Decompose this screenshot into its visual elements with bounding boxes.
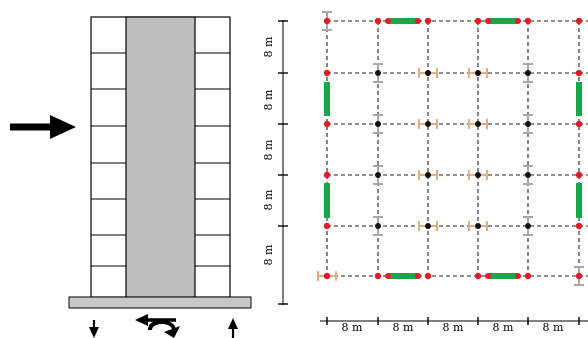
shear-walls (324, 18, 582, 279)
dim-label-x-5: 8 m (543, 321, 564, 334)
column-node-3 (424, 17, 432, 25)
gravity-node-22 (475, 172, 481, 178)
arrow-right-icon (10, 115, 76, 139)
column-node-6 (575, 17, 583, 25)
gravity-node-23 (525, 172, 531, 178)
column-node-1 (323, 17, 331, 25)
gravity-node-17 (525, 121, 531, 127)
gravity-node-28 (475, 223, 481, 229)
wall-end-node-44 (515, 273, 521, 279)
gravity-node-15 (425, 121, 431, 127)
braces (317, 11, 584, 286)
column-node-18 (575, 120, 583, 128)
grid-nodes (323, 17, 583, 280)
curved-arrow-icon (135, 314, 180, 338)
dim-label-x-1: 8 m (342, 321, 363, 334)
gravity-node-11 (525, 70, 531, 76)
gravity-node-29 (525, 223, 531, 229)
dim-label-x-2: 8 m (393, 321, 414, 334)
dim-label-y-1: 8 m (262, 36, 275, 57)
wall-end-node-40 (515, 18, 521, 24)
gravity-node-26 (375, 223, 381, 229)
column-node-25 (323, 222, 331, 230)
building-elevation (68, 16, 252, 309)
column-node-30 (575, 222, 583, 230)
column-node-31 (323, 272, 331, 280)
column-node-24 (575, 171, 583, 179)
floor-plan (317, 11, 588, 286)
left-dimension: 8 m 8 m 8 m 8 m 8 m (262, 20, 288, 305)
column-node-35 (524, 272, 532, 280)
wall-end-node-37 (385, 18, 391, 24)
wall-end-node-42 (415, 273, 421, 279)
wall-end-node-43 (485, 273, 491, 279)
dim-label-y-5: 8 m (262, 244, 275, 265)
column-node-19 (323, 171, 331, 179)
dim-label-y-4: 8 m (262, 189, 275, 210)
dim-label-x-4: 8 m (493, 321, 514, 334)
column-node-7 (323, 69, 331, 77)
grid-lines (326, 20, 588, 277)
floor-lines (91, 52, 230, 267)
column-node-33 (424, 272, 432, 280)
gravity-node-21 (425, 172, 431, 178)
dim-label-y-2: 8 m (262, 89, 275, 110)
base-plate (68, 296, 252, 309)
column-node-34 (474, 272, 482, 280)
column-node-2 (374, 17, 382, 25)
gravity-node-27 (425, 223, 431, 229)
gravity-node-20 (375, 172, 381, 178)
column-node-4 (474, 17, 482, 25)
column-node-12 (575, 69, 583, 77)
dim-label-x-3: 8 m (443, 321, 464, 334)
wall-end-node-41 (385, 273, 391, 279)
gravity-node-16 (475, 121, 481, 127)
dim-label-y-3: 8 m (262, 139, 275, 160)
gravity-node-14 (375, 121, 381, 127)
gravity-node-10 (475, 70, 481, 76)
core-wall (125, 16, 196, 298)
column-node-32 (374, 272, 382, 280)
bottom-dimension: 8 m 8 m 8 m 8 m 8 m (320, 317, 588, 334)
gravity-node-9 (425, 70, 431, 76)
column-node-13 (323, 120, 331, 128)
arrow-up-icon (228, 318, 238, 338)
wall-end-node-38 (415, 18, 421, 24)
gravity-node-8 (375, 70, 381, 76)
wall-end-node-39 (485, 18, 491, 24)
column-node-36 (575, 272, 583, 280)
column-node-5 (524, 17, 532, 25)
arrow-down-icon (89, 320, 99, 338)
